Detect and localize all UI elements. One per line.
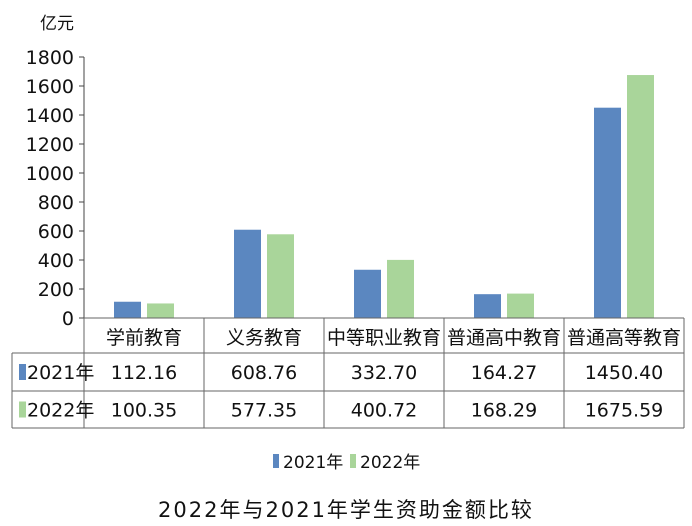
legend-swatch <box>273 454 279 468</box>
table-value: 400.72 <box>351 400 417 422</box>
table-value: 168.29 <box>471 400 537 422</box>
bar-2022年-普通高等教育 <box>627 75 654 318</box>
y-tick-label: 1800 <box>26 47 74 69</box>
legend-swatch <box>350 454 356 468</box>
y-tick-label: 1000 <box>26 163 74 185</box>
table-series-swatch <box>19 364 26 380</box>
bar-2022年-普通高中教育 <box>507 293 534 318</box>
y-tick-label: 1400 <box>26 105 74 127</box>
y-tick-label: 1200 <box>26 134 74 156</box>
bar-2022年-中等职业教育 <box>387 259 414 318</box>
table-value: 577.35 <box>231 400 297 422</box>
table-series-swatch <box>19 401 26 418</box>
y-tick-label: 800 <box>38 192 74 214</box>
y-tick-label: 600 <box>38 221 74 243</box>
bar-2021年-普通高中教育 <box>474 294 501 318</box>
table-value: 100.35 <box>111 400 177 422</box>
table-value: 332.70 <box>351 362 417 384</box>
table-series-label: 2022年 <box>27 400 94 422</box>
chart-caption: 2022年与2021年学生资助金额比较 <box>158 498 534 522</box>
table-value: 1675.59 <box>585 400 664 422</box>
table-value: 164.27 <box>471 362 537 384</box>
bar-2021年-学前教育 <box>114 301 141 318</box>
y-tick-label: 0 <box>62 308 74 330</box>
legend-label: 2022年 <box>360 453 420 473</box>
bar-2021年-普通高等教育 <box>594 107 621 318</box>
y-tick-label: 1600 <box>26 76 74 98</box>
bar-2022年-学前教育 <box>147 303 174 318</box>
x-category-label: 学前教育 <box>106 327 182 349</box>
table-value: 1450.40 <box>585 362 664 384</box>
bar-2021年-中等职业教育 <box>354 269 381 318</box>
axes: 亿元 0 200 400 600 800 1000 1200 1400 1600 1800 <box>26 14 85 330</box>
legend: 2021年 2022年 <box>273 453 420 473</box>
x-category-label: 中等职业教育 <box>327 327 441 349</box>
bars <box>114 75 654 318</box>
x-category-label: 普通高等教育 <box>567 327 681 349</box>
table-value: 608.76 <box>231 362 297 384</box>
table-series-label: 2021年 <box>27 362 94 384</box>
y-tick-label: 400 <box>38 250 74 272</box>
bar-2021年-义务教育 <box>234 229 261 318</box>
data-table: 学前教育 义务教育 中等职业教育 普通高中教育 普通高等教育 2021年 112.16 608… <box>11 317 685 429</box>
y-axis-unit: 亿元 <box>40 14 74 34</box>
x-category-label: 普通高中教育 <box>447 327 561 349</box>
x-category-label: 义务教育 <box>226 327 302 349</box>
legend-label: 2021年 <box>283 453 343 473</box>
table-value: 112.16 <box>111 362 177 384</box>
y-tick-label: 200 <box>38 279 74 301</box>
bar-2022年-义务教育 <box>267 234 294 318</box>
bar-chart: 亿元 0 200 400 600 800 1000 1200 1400 1600 1800 学前教育… <box>11 14 685 473</box>
